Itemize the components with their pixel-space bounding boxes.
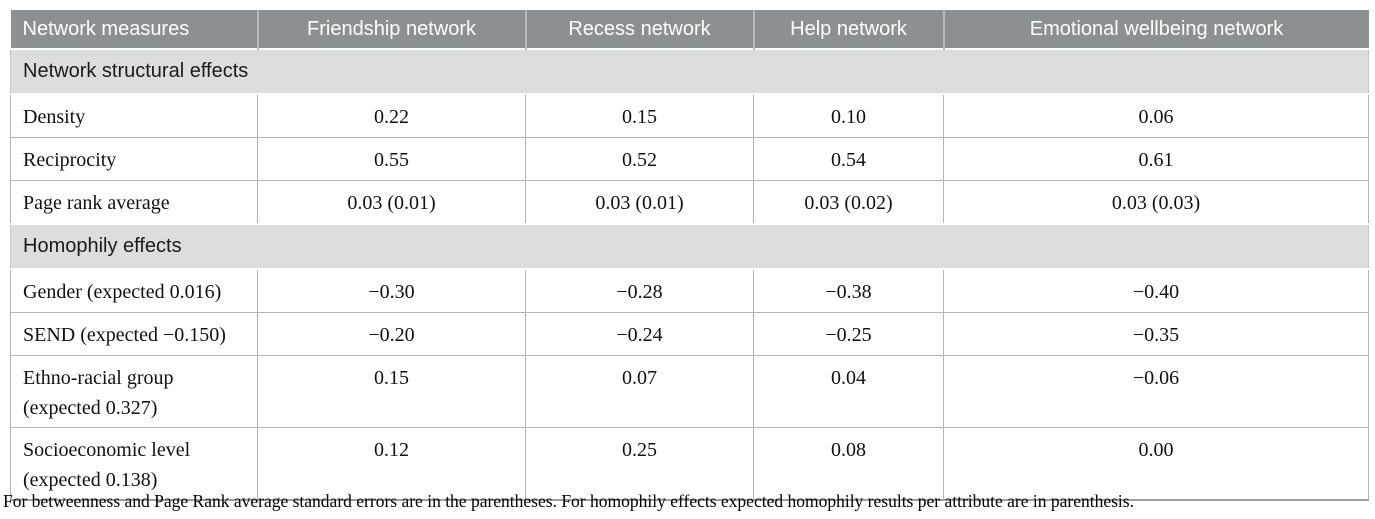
value-cell: 0.03 (0.01) — [525, 180, 754, 225]
network-measures-table: Network measures Friendship network Rece… — [10, 10, 1369, 501]
row-label-cell: Socioeconomic level (expected 0.138) — [10, 427, 258, 501]
row-label-cell: Ethno-racial group (expected 0.327) — [10, 355, 258, 428]
table-header-row: Network measures Friendship network Rece… — [10, 10, 1369, 49]
row-label-line1: Ethno-racial group — [23, 367, 174, 389]
section-label-structural-effects: Network structural effects — [10, 48, 1369, 95]
value-cell: 0.00 — [943, 427, 1369, 501]
value-cell: 0.03 (0.01) — [257, 180, 526, 225]
column-header-help-network: Help network — [752, 10, 944, 49]
value-cell: −0.38 — [753, 268, 944, 313]
column-header-emotional-wellbeing-network: Emotional wellbeing network — [942, 10, 1369, 49]
value-cell: 0.55 — [257, 137, 526, 181]
value-cell: 0.06 — [943, 93, 1369, 138]
value-cell: 0.22 — [257, 93, 526, 138]
section-header-row: Homophily effects — [10, 223, 1369, 270]
value-cell: 0.52 — [525, 137, 754, 181]
value-cell: −0.25 — [753, 312, 944, 356]
value-cell: 0.03 (0.02) — [753, 180, 944, 225]
value-cell: 0.25 — [525, 427, 754, 501]
value-cell: 0.61 — [943, 137, 1369, 181]
table-row-reciprocity: Reciprocity 0.55 0.52 0.54 0.61 — [10, 137, 1369, 181]
value-cell: 0.15 — [257, 355, 526, 428]
section-label-homophily-effects: Homophily effects — [10, 223, 1369, 270]
row-label-cell: Reciprocity — [10, 137, 258, 181]
table-row-send: SEND (expected −0.150) −0.20 −0.24 −0.25… — [10, 312, 1369, 356]
value-cell: −0.24 — [525, 312, 754, 356]
value-cell: −0.40 — [943, 268, 1369, 313]
section-header-row: Network structural effects — [10, 48, 1369, 95]
table-row-socioeconomic-level: Socioeconomic level (expected 0.138) 0.1… — [10, 427, 1369, 501]
value-cell: 0.54 — [753, 137, 944, 181]
row-label-cell: Density — [10, 93, 258, 138]
row-label-line1: Socioeconomic level — [23, 439, 191, 461]
value-cell: −0.35 — [943, 312, 1369, 356]
row-label-cell: Page rank average — [10, 180, 258, 225]
column-header-recess-network: Recess network — [524, 10, 754, 49]
row-label-cell: Gender (expected 0.016) — [10, 268, 258, 313]
row-label-line2: (expected 0.327) — [23, 397, 158, 419]
column-header-network-measures: Network measures — [10, 10, 258, 49]
value-cell: 0.12 — [257, 427, 526, 501]
table-row-gender: Gender (expected 0.016) −0.30 −0.28 −0.3… — [10, 268, 1369, 313]
table-row-ethno-racial-group: Ethno-racial group (expected 0.327) 0.15… — [10, 355, 1369, 428]
table-footnote: For betweenness and Page Rank average st… — [3, 491, 1134, 511]
value-cell: −0.30 — [257, 268, 526, 313]
value-cell: 0.08 — [753, 427, 944, 501]
value-cell: 0.03 (0.03) — [943, 180, 1369, 225]
value-cell: 0.15 — [525, 93, 754, 138]
value-cell: −0.20 — [257, 312, 526, 356]
table-row-page-rank-average: Page rank average 0.03 (0.01) 0.03 (0.01… — [10, 180, 1369, 225]
row-label-line2: (expected 0.138) — [23, 469, 158, 491]
value-cell: 0.04 — [753, 355, 944, 428]
table-row-density: Density 0.22 0.15 0.10 0.06 — [10, 93, 1369, 138]
value-cell: −0.06 — [943, 355, 1369, 428]
value-cell: 0.07 — [525, 355, 754, 428]
value-cell: −0.28 — [525, 268, 754, 313]
value-cell: 0.10 — [753, 93, 944, 138]
row-label-cell: SEND (expected −0.150) — [10, 312, 258, 356]
column-header-friendship-network: Friendship network — [256, 10, 526, 49]
